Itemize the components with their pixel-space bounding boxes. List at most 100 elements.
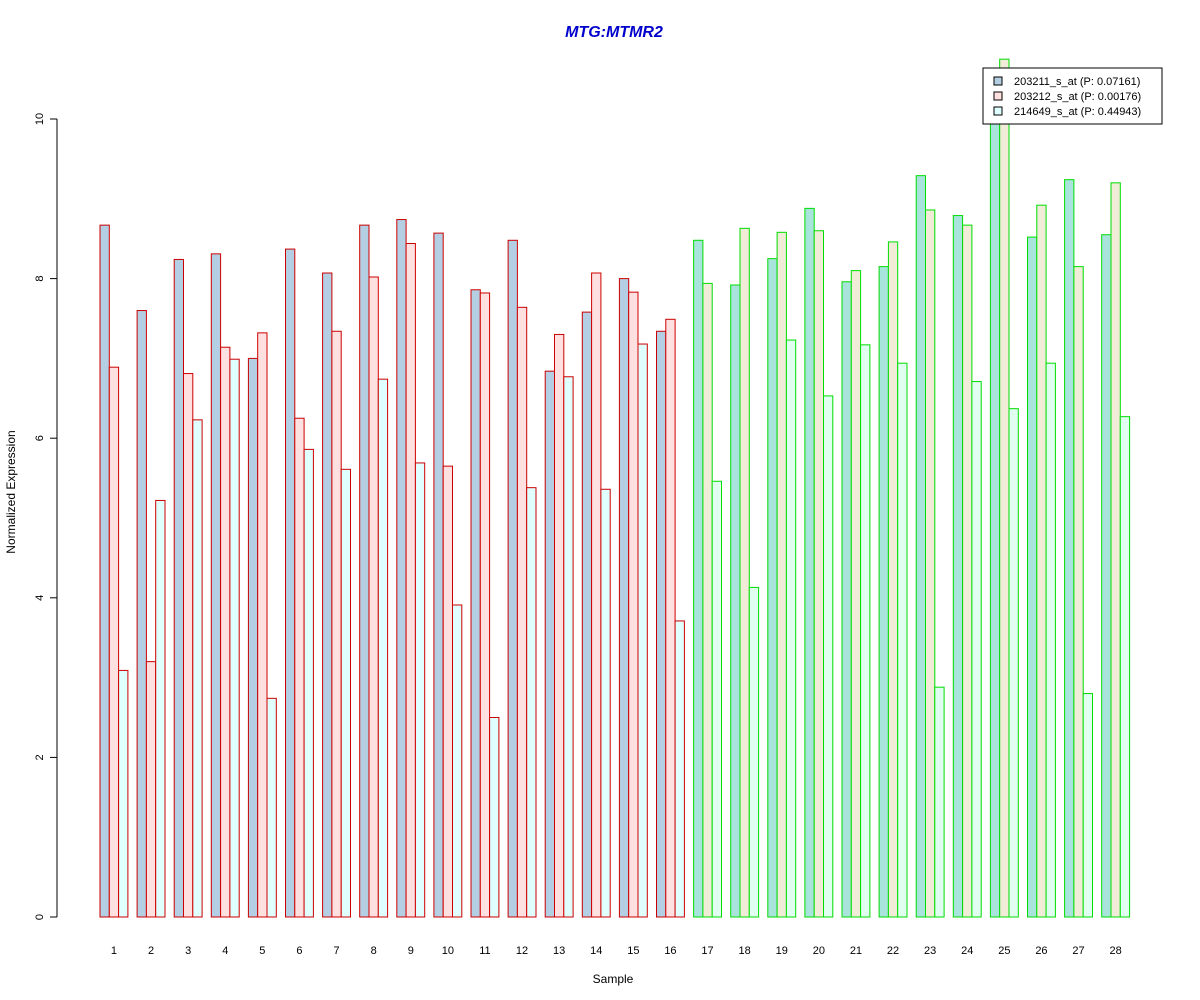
bar-sample-2-series-1 bbox=[136, 310, 147, 918]
bar-sample-6-series-3 bbox=[303, 448, 314, 918]
bar-sample-4-series-1 bbox=[210, 253, 222, 918]
x-tick-label: 28 bbox=[1110, 945, 1122, 957]
x-tick-label: 3 bbox=[185, 945, 191, 957]
y-tick-label: 4 bbox=[34, 595, 46, 601]
bar-sample-20-series-1 bbox=[804, 207, 815, 918]
x-tick-label: 5 bbox=[259, 945, 265, 957]
legend-entry: 214649_s_at (P: 0.44943) bbox=[1014, 106, 1141, 118]
bar-sample-20-series-2 bbox=[813, 230, 825, 918]
y-tick-label: 8 bbox=[34, 276, 46, 282]
bar-sample-20-series-3 bbox=[823, 395, 834, 918]
bar-sample-1-series-2 bbox=[108, 366, 120, 918]
x-tick-label: 26 bbox=[1035, 945, 1047, 957]
x-tick-label: 24 bbox=[961, 945, 973, 957]
bar-sample-24-series-1 bbox=[952, 215, 964, 918]
bar-sample-19-series-1 bbox=[767, 258, 778, 918]
bar-sample-23-series-3 bbox=[934, 686, 945, 918]
legend-box bbox=[982, 67, 1163, 125]
bar-sample-7-series-1 bbox=[322, 272, 333, 918]
bar-sample-11-series-2 bbox=[479, 292, 491, 918]
bar-sample-5-series-2 bbox=[257, 332, 268, 918]
bar-sample-25-series-2 bbox=[999, 58, 1010, 918]
bar-sample-19-series-3 bbox=[785, 339, 797, 918]
bar-sample-26-series-1 bbox=[1027, 236, 1038, 918]
x-tick-label: 21 bbox=[850, 945, 862, 957]
x-tick-label: 10 bbox=[442, 945, 454, 957]
legend: 203211_s_at (P: 0.07161) 203212_s_at (P: … bbox=[982, 67, 1163, 125]
bar-sample-16-series-3 bbox=[674, 620, 685, 918]
x-tick-label: 2 bbox=[148, 945, 154, 957]
y-axis-label: Normalized Expression bbox=[4, 430, 18, 553]
bar-sample-8-series-3 bbox=[377, 378, 389, 918]
bar-sample-21-series-3 bbox=[860, 344, 871, 918]
x-tick-labels: 1 2 3 4 5 6 7 8 9 10 11 12 13 14 15 16 17 18 19 20 21 22 23 24 2… bbox=[111, 945, 1122, 957]
bar-sample-16-series-2 bbox=[665, 318, 676, 918]
bar-sample-10-series-3 bbox=[452, 604, 463, 918]
bar-sample-18-series-2 bbox=[739, 227, 750, 918]
bar-sample-27-series-2 bbox=[1073, 266, 1084, 918]
bar-sample-14-series-2 bbox=[591, 272, 602, 918]
x-tick-label: 19 bbox=[776, 945, 788, 957]
x-tick-label: 22 bbox=[887, 945, 899, 957]
x-tick-label: 11 bbox=[479, 945, 490, 957]
y-tick-label: 0 bbox=[34, 914, 46, 920]
bar-sample-3-series-3 bbox=[192, 419, 203, 918]
bar-sample-26-series-2 bbox=[1036, 204, 1047, 918]
bar-sample-15-series-3 bbox=[637, 343, 648, 918]
x-tick-label: 23 bbox=[924, 945, 936, 957]
bar-sample-14-series-1 bbox=[581, 311, 593, 918]
x-tick-label: 1 bbox=[111, 945, 117, 957]
bar-sample-9-series-3 bbox=[414, 462, 426, 918]
x-tick-label: 12 bbox=[516, 945, 528, 957]
bar-sample-4-series-3 bbox=[229, 358, 240, 918]
x-tick-label: 16 bbox=[664, 945, 676, 957]
x-tick-label: 6 bbox=[296, 945, 302, 957]
y-axis: 0 2 4 6 8 10 bbox=[34, 113, 58, 920]
bar-sample-25-series-3 bbox=[1008, 408, 1019, 918]
bar-sample-28-series-2 bbox=[1110, 182, 1121, 918]
bar-sample-13-series-3 bbox=[563, 376, 574, 918]
bar-sample-3-series-2 bbox=[183, 373, 194, 918]
bar-sample-2-series-2 bbox=[145, 661, 157, 918]
bar-sample-22-series-2 bbox=[887, 241, 899, 918]
bar-sample-22-series-3 bbox=[897, 362, 908, 918]
bar-sample-23-series-2 bbox=[925, 209, 936, 918]
x-tick-label: 17 bbox=[701, 945, 713, 957]
bar-sample-6-series-1 bbox=[285, 248, 296, 918]
bar-sample-21-series-1 bbox=[841, 281, 852, 918]
x-tick-label: 20 bbox=[813, 945, 825, 957]
chart-title: MTG:MTMR2 bbox=[565, 24, 663, 41]
x-tick-label: 8 bbox=[371, 945, 377, 957]
bar-sample-10-series-2 bbox=[442, 465, 454, 918]
bar-sample-21-series-2 bbox=[850, 270, 862, 918]
bar-sample-13-series-2 bbox=[554, 333, 565, 918]
legend-swatch bbox=[993, 91, 1003, 101]
bar-sample-12-series-2 bbox=[516, 306, 528, 918]
bar-sample-1-series-3 bbox=[118, 669, 129, 918]
bars bbox=[99, 58, 1131, 918]
bar-sample-17-series-3 bbox=[711, 480, 723, 918]
bar-sample-13-series-1 bbox=[544, 370, 556, 918]
bar-sample-5-series-1 bbox=[247, 357, 259, 918]
bar-sample-17-series-1 bbox=[693, 239, 704, 918]
bar-sample-19-series-2 bbox=[776, 231, 787, 918]
x-tick-label: 18 bbox=[739, 945, 751, 957]
y-tick-label: 10 bbox=[34, 113, 46, 125]
bar-sample-28-series-1 bbox=[1101, 234, 1112, 918]
bar-sample-4-series-2 bbox=[220, 346, 231, 918]
bar-sample-27-series-3 bbox=[1082, 693, 1093, 918]
bar-sample-11-series-1 bbox=[470, 289, 481, 918]
bar-sample-22-series-1 bbox=[878, 266, 889, 918]
x-tick-label: 13 bbox=[553, 945, 565, 957]
legend-entry: 203212_s_at (P: 0.00176) bbox=[1014, 91, 1141, 103]
x-axis-label: Sample bbox=[593, 972, 634, 986]
bar-sample-3-series-1 bbox=[173, 258, 184, 918]
bar-sample-25-series-1 bbox=[989, 108, 1001, 918]
bar-sample-9-series-2 bbox=[405, 242, 416, 918]
bar-sample-6-series-2 bbox=[294, 417, 305, 918]
bar-sample-14-series-3 bbox=[600, 488, 611, 918]
bar-sample-11-series-3 bbox=[489, 717, 500, 918]
legend-swatch bbox=[993, 106, 1003, 116]
bar-sample-5-series-3 bbox=[266, 697, 277, 918]
